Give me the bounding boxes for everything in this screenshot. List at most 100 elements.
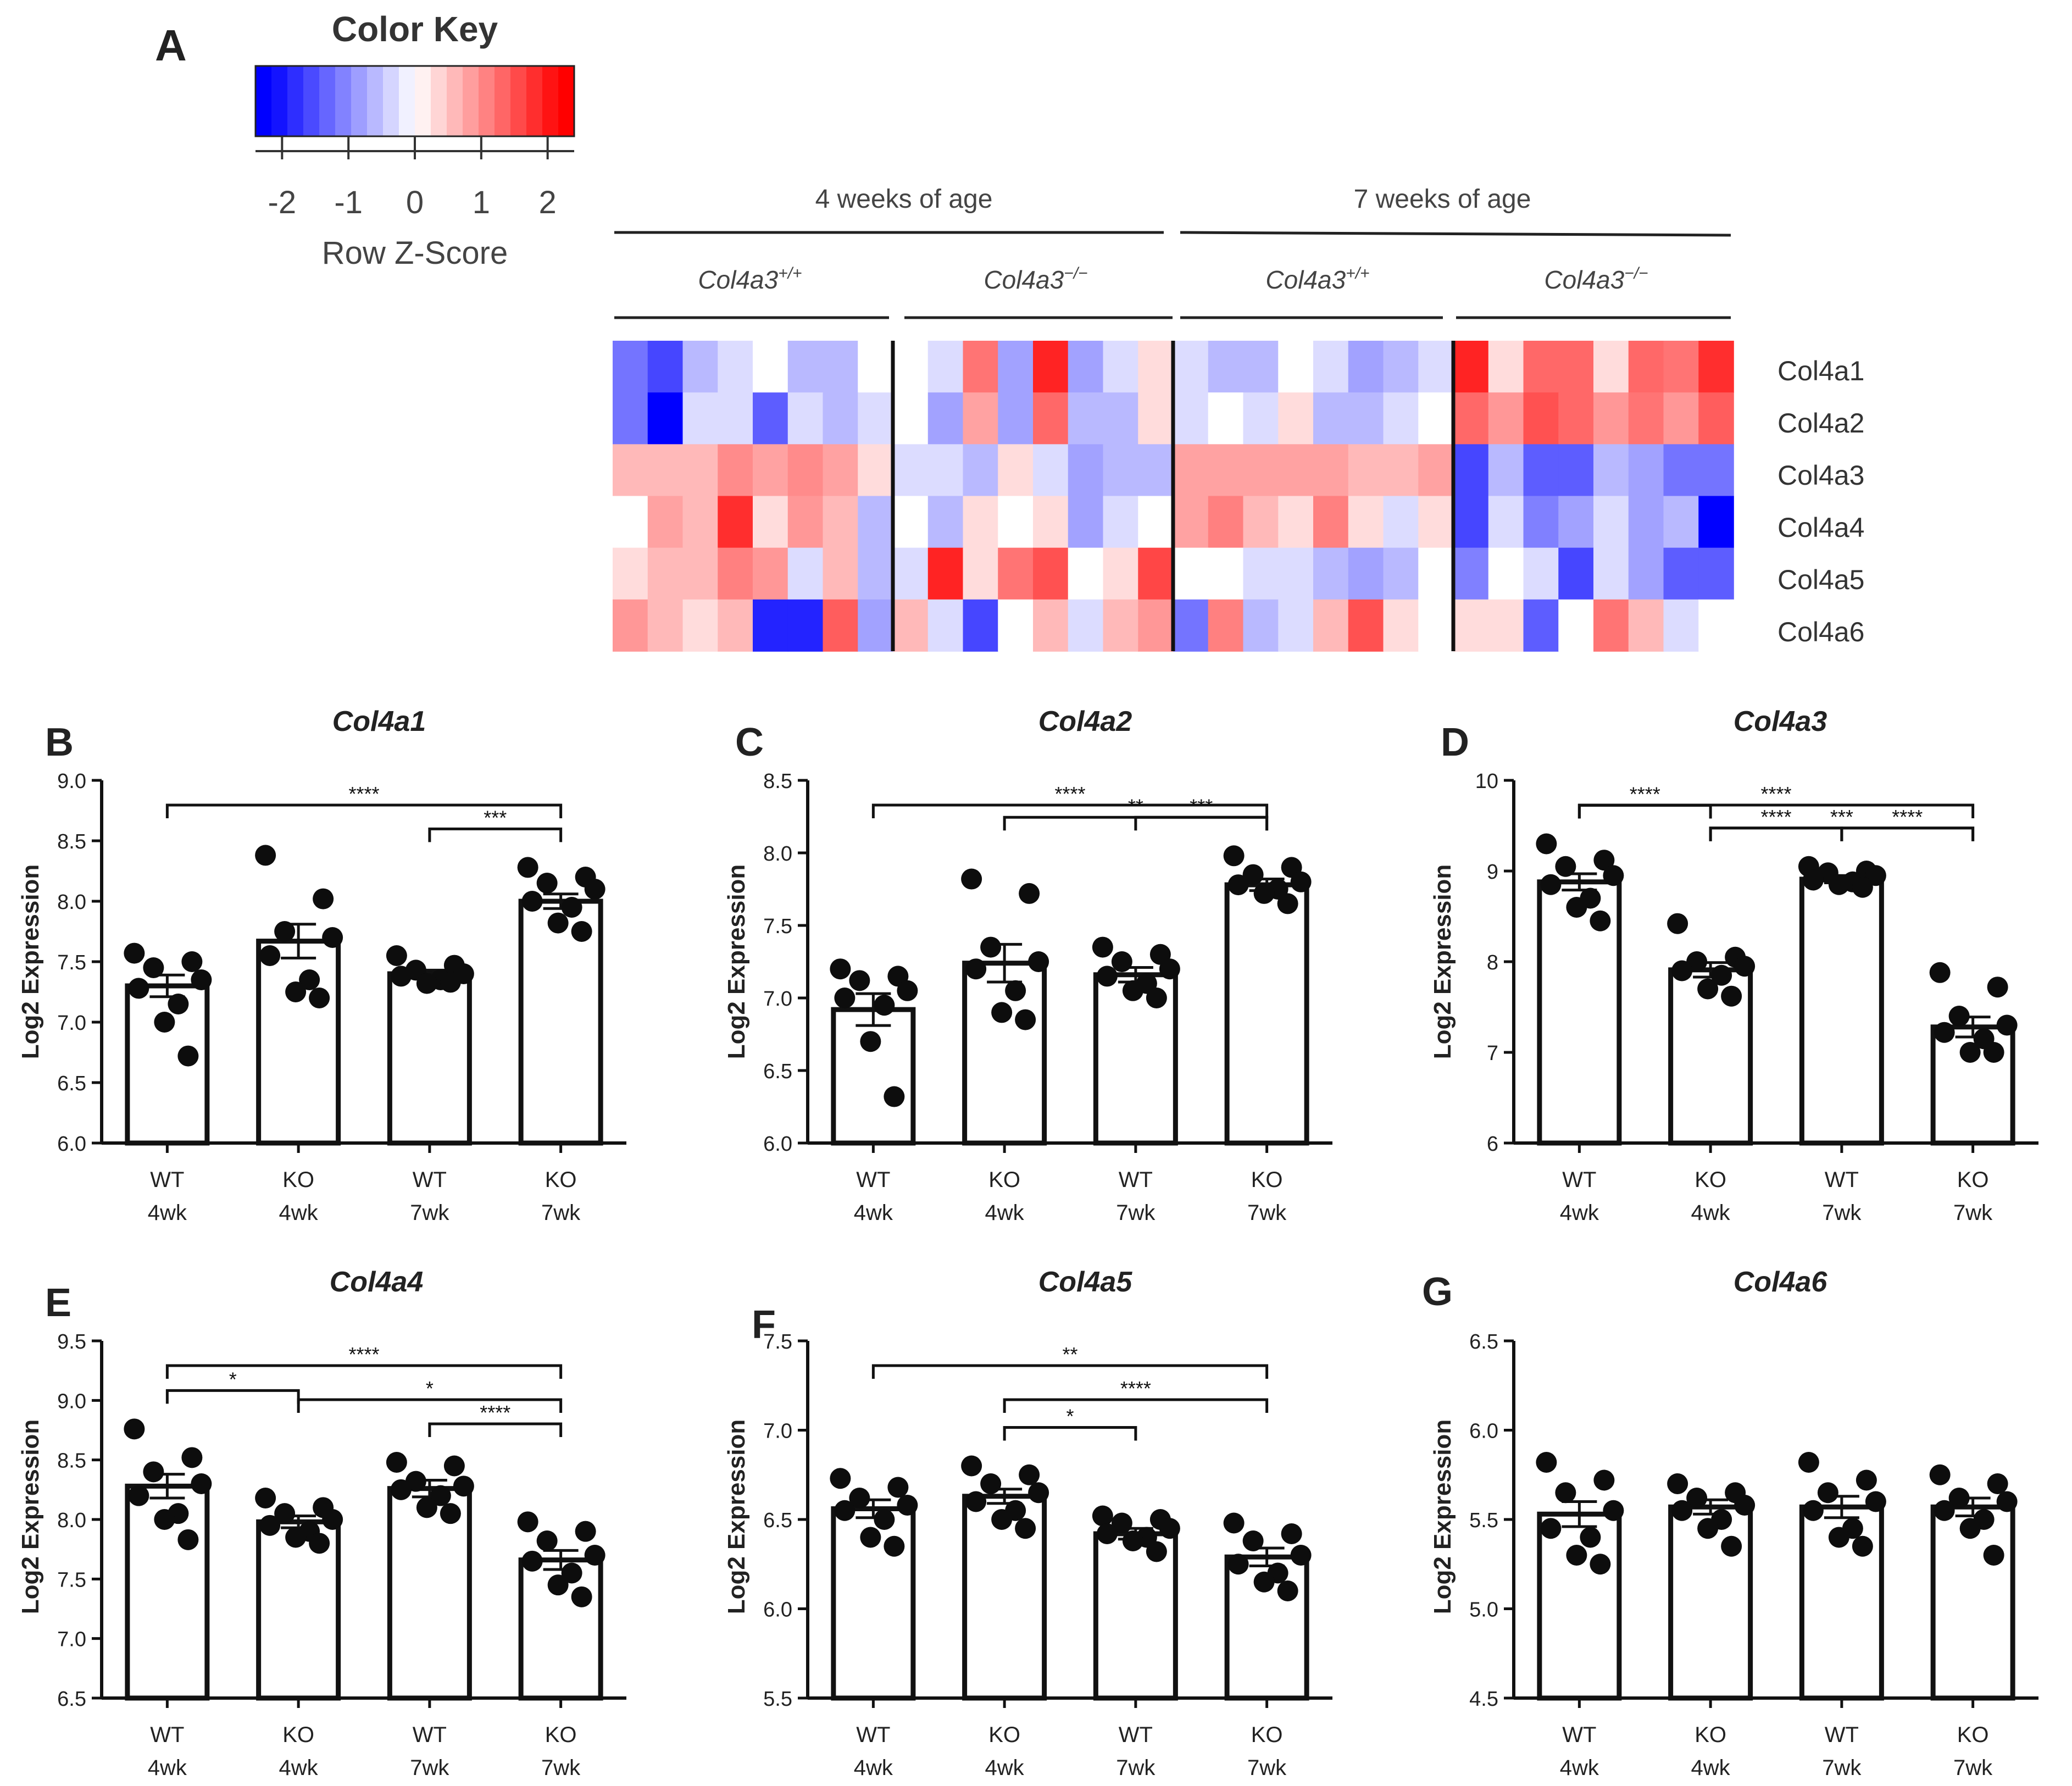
x-tick-label: WT (1825, 1168, 1859, 1192)
data-point (1159, 1518, 1180, 1539)
heatmap-cell (1558, 496, 1594, 548)
heatmap-cell (1313, 444, 1349, 497)
heatmap-cell (1033, 547, 1069, 600)
y-tick-label: 7 (1487, 1042, 1498, 1065)
color-key-swatch (415, 66, 431, 136)
genotype-superscript: −/− (1624, 264, 1648, 282)
heatmap-header: 4 weeks of age 7 weeks of age Col4a3+/+ … (614, 185, 1731, 319)
x-tick-label: 7wk (541, 1756, 581, 1780)
data-point (561, 1562, 582, 1584)
color-key-swatch (463, 66, 479, 136)
data-point (1122, 980, 1143, 1001)
heatmap-cell (1558, 547, 1594, 600)
data-point (1983, 1042, 2004, 1063)
x-tick-label: KO (1957, 1168, 1989, 1192)
heatmap-cell (998, 444, 1034, 497)
plot-area: 6.0 6.5 7.0 7.5 8.0 8.5 WT 4wk KO 4wk WT 7wk KO 7wk **… (763, 770, 1332, 1225)
data-point (143, 957, 164, 978)
y-tick-label: 6.0 (763, 1133, 792, 1156)
data-point (1092, 936, 1113, 958)
significance-label: *** (484, 806, 507, 829)
color-key-swatch (271, 66, 288, 136)
panel-letter-b: B (45, 720, 74, 764)
y-tick-label: 8.5 (57, 830, 86, 853)
data-point (547, 1574, 569, 1596)
color-key-swatch (510, 66, 527, 136)
heatmap-row-label: Col4a2 (1777, 408, 1864, 439)
genotype-superscript: +/+ (778, 264, 802, 282)
heatmap-cell (858, 496, 893, 548)
data-point (1566, 1545, 1587, 1566)
y-axis-label: Log2 Expression (723, 864, 750, 1060)
panel-e: E Col4a4 Log2 Expression 6.5 7.0 7.5 8.0 8.5… (17, 1266, 626, 1780)
heatmap-cell (613, 599, 648, 652)
data-point (1856, 1469, 1877, 1491)
heatmap-cell (1488, 599, 1524, 652)
y-axis-label: Log2 Expression (17, 864, 44, 1060)
heatmap-cell (1173, 392, 1209, 445)
heatmap-cell (1593, 599, 1629, 652)
heatmap-cell (1348, 547, 1384, 600)
heatmap-cell (1488, 341, 1524, 393)
heatmap-cell (1418, 547, 1454, 600)
heatmap-cell (1068, 444, 1104, 497)
heatmap-cell (682, 496, 719, 548)
significance-bracket (871, 803, 1269, 818)
heatmap-cell (927, 444, 964, 497)
data-point (313, 888, 334, 909)
panel-letter-e: E (45, 1281, 71, 1325)
data-point (1122, 1530, 1143, 1551)
heatmap-cell (1453, 444, 1489, 497)
heatmap-cell (1593, 341, 1629, 393)
data-point (416, 1497, 437, 1518)
data-point (834, 1500, 856, 1521)
y-tick-label: 5.5 (1469, 1509, 1498, 1532)
data-point (584, 879, 606, 900)
heatmap-cell (1278, 444, 1314, 497)
heatmap-cell (823, 496, 859, 548)
heatmap-cell (1383, 599, 1419, 652)
heatmap-cell (1558, 599, 1594, 652)
y-tick-label: 7.5 (57, 1568, 86, 1591)
data-point (517, 1511, 538, 1533)
x-tick-label: 7wk (541, 1201, 581, 1225)
significance-bracket (1003, 1398, 1269, 1413)
data-point (443, 1455, 465, 1477)
data-point (849, 970, 870, 991)
color-key-gradient (255, 66, 575, 136)
heatmap-cell (647, 444, 684, 497)
data-point (521, 1550, 543, 1572)
heatmap-cell (613, 496, 648, 548)
data-point (1593, 1469, 1615, 1491)
heatmap-cell (718, 599, 753, 652)
data-point (547, 912, 569, 934)
y-axis-label: Log2 Expression (1429, 864, 1456, 1060)
significance-bracket (297, 1398, 563, 1413)
heatmap-cell (858, 341, 893, 393)
x-tick-label: KO (282, 1168, 314, 1192)
data-point (1734, 1495, 1756, 1516)
data-point (874, 1509, 895, 1530)
heatmap-cell (1208, 599, 1244, 652)
heatmap-cell (1208, 547, 1244, 600)
significance-label: **** (1760, 783, 1791, 805)
heatmap-cell (1558, 392, 1594, 445)
heatmap-cell (1558, 444, 1594, 497)
data-point (521, 891, 543, 912)
heatmap-cell (718, 547, 753, 600)
significance-label: **** (1892, 806, 1923, 828)
chart-title: Col4a1 (332, 706, 426, 737)
x-tick-label: 7wk (410, 1756, 449, 1780)
data-point (1603, 1500, 1624, 1521)
heatmap-cell (1313, 547, 1349, 600)
data-point (571, 1586, 592, 1607)
data-point (1852, 1535, 1873, 1557)
heatmap-cell (927, 599, 964, 652)
heatmap-cell (1033, 496, 1069, 548)
significance-label: * (1066, 1405, 1074, 1428)
color-key-swatch (495, 66, 511, 136)
significance-label: **** (1120, 1377, 1151, 1400)
y-tick-label: 6.0 (763, 1599, 792, 1622)
heatmap-cell (682, 599, 719, 652)
data-point (1987, 1473, 2008, 1494)
